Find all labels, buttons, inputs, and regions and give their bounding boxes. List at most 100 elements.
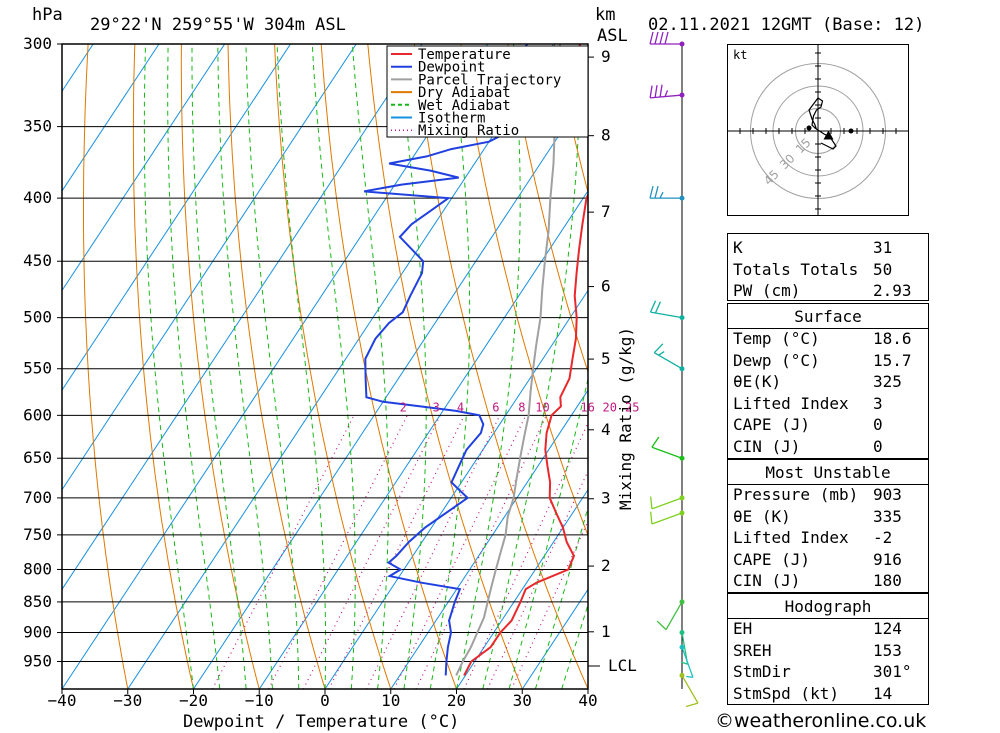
temperature-tick-label: −10 [245,691,274,710]
most-unstable-row: CIN (J) 180 [728,571,928,592]
mixing-ratio-line [365,415,501,689]
mixing-ratio-line [302,415,441,689]
wind-barb-flag [654,85,658,98]
asl-label: ASL [597,26,628,46]
temperature-tick-label: 40 [578,691,597,710]
hodograph-param-row: StmSpd (kt) 14 [728,684,928,705]
isotherm-line [258,190,588,689]
hodograph-ring-label: 15 [793,135,814,156]
surface-value: 0 [873,415,883,434]
legend-label: Dewpoint [418,60,485,76]
surface-row: Temp (°C) 18.6 [728,329,928,350]
mixing-ratio-label: 6 [492,400,499,414]
mixing-ratio-line [328,415,465,689]
legend-label: Dry Adiabat [418,85,511,101]
hpa-axis-label: hPa [32,5,63,25]
hodograph-param-separator [728,618,928,619]
wind-barb-shaft [651,512,683,525]
surface-row: CAPE (J) 0 [728,415,928,436]
mixing-ratio-axis-title: Mixing Ratio (g/kg) [616,327,635,510]
most-unstable-row: CAPE (J) 916 [728,550,928,571]
wet-adiabat-line [191,44,247,689]
surface-value: 15.7 [873,350,912,370]
hodograph-param-value: 124 [873,619,902,638]
legend-box [386,45,589,138]
wind-barb-flag [680,661,688,665]
temperature-tick-label: 0 [320,691,330,710]
surface-box: Surface Temp (°C) 18.6 Dewp (°C) 15.7 θE(K) 32… [727,303,929,459]
index-row: PW (cm) 2.93 [728,281,928,302]
temperature-tick-label: 10 [381,691,400,710]
legend-label: Temperature [418,47,511,63]
pressure-tick-label: 450 [23,251,52,270]
surface-row: Lifted Index 3 [728,394,928,415]
pressure-tick-label: 300 [23,34,52,53]
pressure-tick-label: 750 [23,525,52,544]
wet-adiabat-line [351,44,389,689]
most-unstable-value: 180 [873,571,902,590]
pressure-tick-label: 500 [23,308,52,327]
most-unstable-label: CIN (J) [733,571,801,590]
hodograph-param-row: SREH 153 [728,641,928,662]
wet-adiabat-line [561,603,588,689]
dry-adiabat-line [83,44,129,689]
wind-barb-flag [649,496,653,509]
index-label: PW (cm) [733,281,801,300]
mixing-ratio-line [393,415,527,689]
wind-barb-flag [649,31,654,45]
data-lines [363,44,588,676]
surface-value: 325 [873,372,902,391]
axes: 3003504004505005506006507007508008509009… [23,34,637,710]
pressure-tick-label: 850 [23,592,52,611]
temperature-line [463,44,588,676]
dry-adiabat-line [413,44,588,689]
index-value: 31 [873,238,893,257]
most-unstable-row: θE (K) 335 [728,507,928,528]
mixing-ratio-label: 20 [603,400,617,414]
wet-adiabat-line [167,44,221,689]
temperature-tick-label: 30 [513,691,532,710]
most-unstable-box: Most Unstable Pressure (mb) 903 θE (K) 335 Li… [727,459,929,593]
hodograph-surface-point [806,125,812,131]
most-unstable-label: θE (K) [733,506,791,526]
height-tick-label: 5 [601,349,611,368]
surface-row: Dewp (°C) 15.7 [728,351,928,372]
height-tick-label: 3 [601,489,611,508]
height-tick-label: 8 [601,126,611,145]
mixing-ratio-label: 25 [625,400,639,414]
mixing-ratio-line [415,415,548,689]
most-unstable-separator [728,484,928,485]
legend-label: Mixing Ratio [418,123,519,139]
mixing-ratio-label: 16 [580,400,594,414]
hodograph-params-box: Hodograph EH 124 SREH 153 StmDir 301° StmSpd (k… [727,593,929,705]
legend-label: Parcel Trajectory [418,72,561,88]
wind-barb-flag [658,350,665,356]
wind-barb-flag [686,675,694,678]
mixing-ratio-line [268,415,408,689]
surface-label: θE(K) [733,372,782,391]
wind-barb-flag [654,185,659,199]
wet-adiabat-line [429,44,471,689]
wind-barb-shaft [681,675,699,704]
surface-row: θE(K) 325 [728,372,928,393]
surface-title: Surface [794,307,862,326]
wind-barb-flag [649,85,653,98]
wind-barb-flag [654,301,662,314]
isotherm-line [62,44,489,689]
pressure-tick-label: 800 [23,559,52,578]
pressure-tick-label: 950 [23,652,52,671]
wind-barb-flag [656,620,667,631]
most-unstable-row: Pressure (mb) 903 [728,485,928,506]
index-label: Totals Totals [733,259,859,279]
dry-adiabat-line [927,44,1000,689]
pressure-tick-label: 900 [23,623,52,642]
hodograph-param-value: 153 [873,640,902,660]
wind-barb-flag [664,31,669,45]
mixing-ratio-line [510,519,588,689]
surface-label: Lifted Index [733,393,849,413]
most-unstable-value: -2 [873,528,893,547]
height-tick-label: 2 [601,556,611,575]
